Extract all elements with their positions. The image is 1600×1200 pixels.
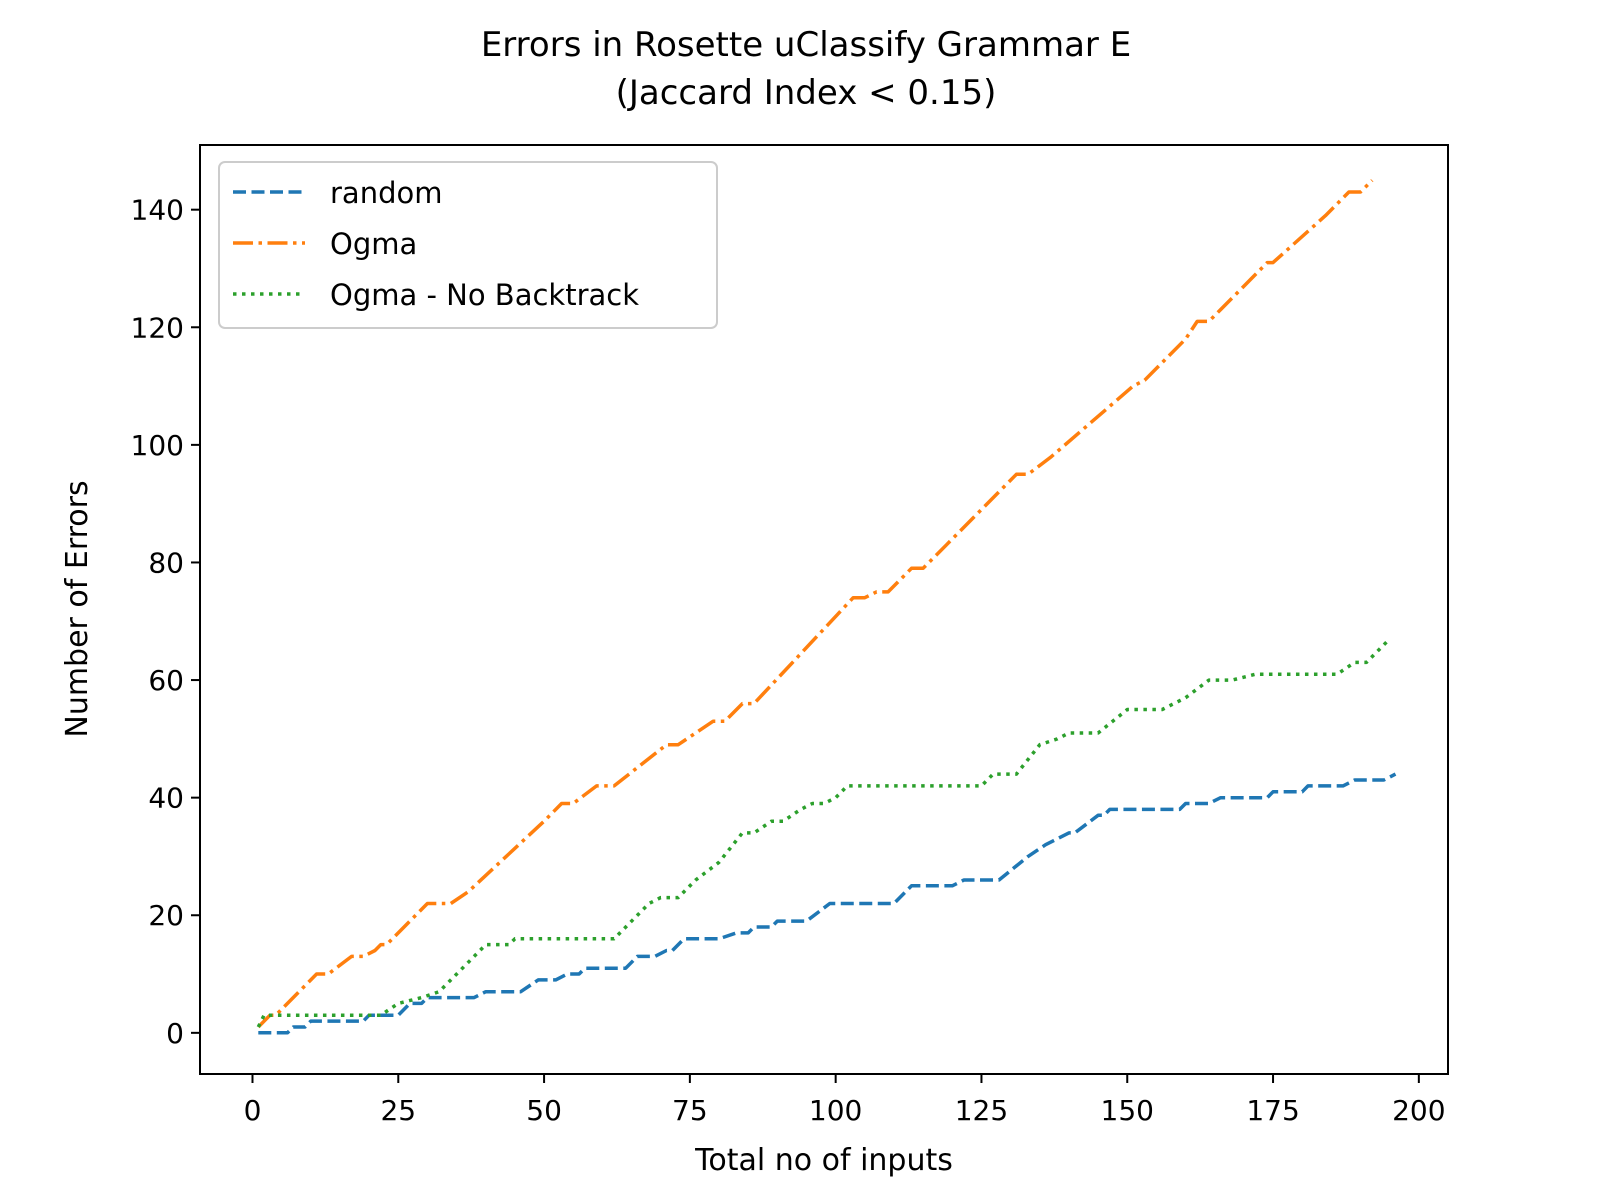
x-axis-ticks: 0 25 50 75 100 125 150 175 200 bbox=[244, 1074, 1446, 1127]
x-axis-label: Total no of inputs bbox=[694, 1143, 953, 1178]
plot-area bbox=[199, 144, 1449, 1075]
legend-box bbox=[218, 161, 718, 329]
y-tick-label: 20 bbox=[148, 899, 184, 932]
x-tick-label: 200 bbox=[1392, 1094, 1445, 1127]
x-tick-label: 100 bbox=[809, 1094, 862, 1127]
legend-label-ogma-no-backtrack: Ogma - No Backtrack bbox=[330, 278, 639, 312]
x-tick-label: 25 bbox=[380, 1094, 416, 1127]
x-tick-label: 125 bbox=[955, 1094, 1008, 1127]
y-tick-label: 80 bbox=[148, 546, 184, 579]
axes-frame bbox=[199, 144, 1449, 1075]
y-tick-label: 100 bbox=[131, 429, 184, 462]
series-layer bbox=[256, 179, 1397, 1035]
x-tick-label: 175 bbox=[1246, 1094, 1299, 1127]
chart-subtitle: (Jaccard Index < 0.15) bbox=[616, 73, 997, 113]
y-tick-label: 120 bbox=[131, 311, 184, 344]
y-tick-label: 60 bbox=[148, 664, 184, 697]
chart-title: Errors in Rosette uClassify Grammar E bbox=[481, 25, 1131, 65]
y-tick-label: 0 bbox=[166, 1017, 184, 1050]
series-line-random bbox=[258, 772, 1397, 1035]
legend-label-random: random bbox=[330, 176, 442, 210]
legend: random Ogma Ogma - No Backtrack bbox=[218, 161, 718, 329]
y-axis-ticks: 0 20 40 60 80 100 120 140 bbox=[131, 194, 200, 1050]
x-tick-label: 150 bbox=[1101, 1094, 1154, 1127]
x-tick-label: 50 bbox=[526, 1094, 562, 1127]
y-axis-label: Number of Errors bbox=[60, 480, 95, 737]
series-line-ogma bbox=[257, 179, 1374, 1029]
x-tick-label: 0 bbox=[244, 1094, 262, 1127]
y-tick-label: 40 bbox=[148, 782, 184, 815]
x-tick-label: 75 bbox=[672, 1094, 708, 1127]
y-tick-label: 140 bbox=[131, 194, 184, 227]
legend-label-ogma: Ogma bbox=[330, 227, 417, 261]
